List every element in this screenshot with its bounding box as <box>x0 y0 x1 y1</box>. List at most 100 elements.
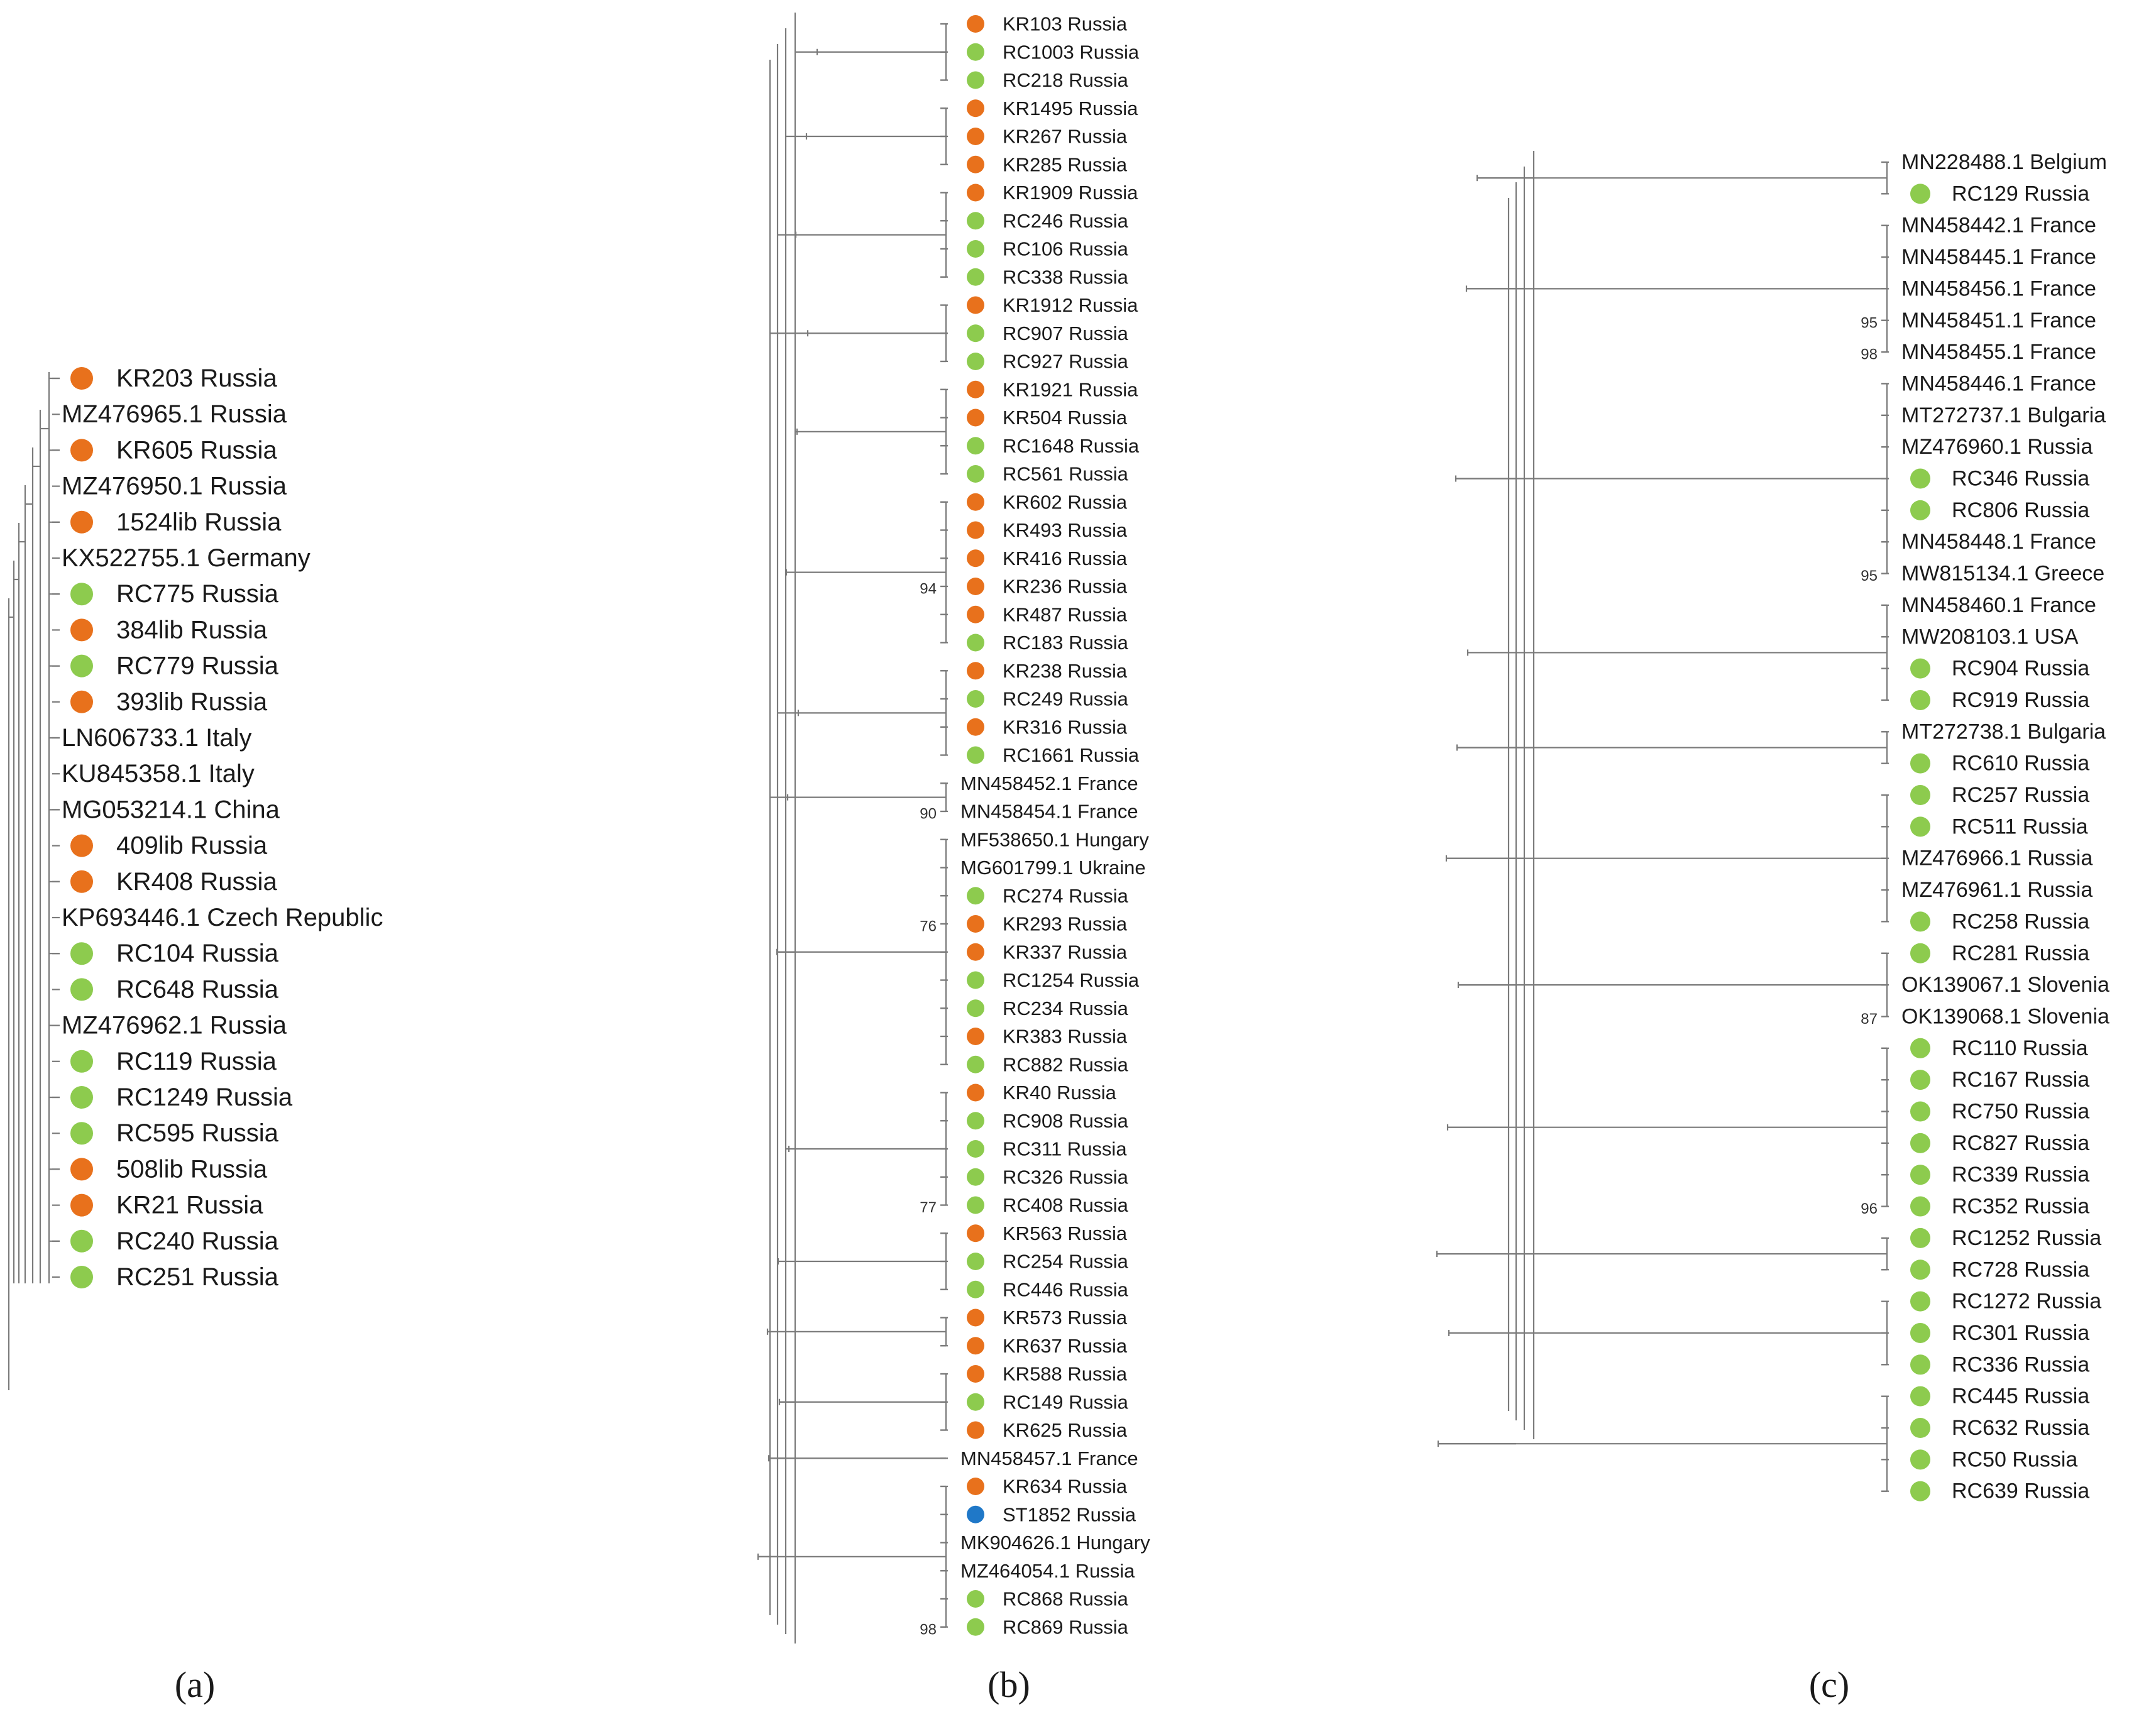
rc-marker-dot <box>967 71 984 89</box>
leaf-label: MZ476965.1 Russia <box>62 400 287 428</box>
leaf-label: KR573 Russia <box>1003 1307 1128 1329</box>
leaf-label: RC338 Russia <box>1003 266 1129 288</box>
panel-b-caption: (b) <box>987 1664 1030 1705</box>
leaf-label: RC249 Russia <box>1003 688 1129 710</box>
leaf-label: RC183 Russia <box>1003 632 1129 654</box>
leaf-label: RC561 Russia <box>1003 463 1129 485</box>
kr-marker-dot <box>967 605 984 623</box>
leaf-label: KU845358.1 Italy <box>62 760 255 787</box>
leaf-label: 1524lib Russia <box>116 508 282 536</box>
leaf-label: 409lib Russia <box>116 832 268 860</box>
panel-c-caption: (c) <box>1809 1664 1849 1705</box>
leaf-label: KP693446.1 Czech Republic <box>62 904 383 931</box>
leaf-label: KR337 Russia <box>1003 941 1128 963</box>
leaf-label: MZ476950.1 Russia <box>62 473 287 500</box>
kr-marker-dot <box>70 1193 93 1217</box>
leaf-label: RC311 Russia <box>1003 1138 1127 1160</box>
leaf-label: RC408 Russia <box>1003 1194 1129 1216</box>
leaf-label: RC779 Russia <box>116 652 279 680</box>
leaf-label: MT272738.1 Bulgaria <box>1901 720 2106 744</box>
leaf-label: RC1249 Russia <box>116 1084 293 1111</box>
rc-marker-dot <box>1910 816 1930 837</box>
kr-marker-dot <box>967 1028 984 1045</box>
rc-marker-dot <box>1910 1133 1930 1153</box>
leaf-label: MW815134.1 Greece <box>1901 562 2104 586</box>
bootstrap-value: 90 <box>920 806 937 823</box>
leaf-label: MN458451.1 France <box>1901 309 2096 332</box>
rc-marker-dot <box>70 583 93 606</box>
kr-marker-dot <box>967 296 984 314</box>
leaf-label: KR1495 Russia <box>1003 97 1138 119</box>
leaf-label: RC50 Russia <box>1952 1447 2077 1471</box>
rc-marker-dot <box>1910 1386 1930 1407</box>
leaf-label: MN458446.1 France <box>1901 371 2096 395</box>
leaf-label: MZ476966.1 Russia <box>1901 847 2093 870</box>
rc-marker-dot <box>967 1112 984 1130</box>
leaf-label: RC301 Russia <box>1952 1321 2089 1345</box>
kr-marker-dot <box>70 439 93 462</box>
rc-marker-dot <box>1910 1259 1930 1280</box>
leaf-label: RC240 Russia <box>116 1227 279 1255</box>
rc-marker-dot <box>1910 689 1930 710</box>
kr-marker-dot <box>967 1309 984 1327</box>
bootstrap-value: 98 <box>920 1621 937 1638</box>
rc-marker-dot <box>1910 1481 1930 1501</box>
leaf-label: KR203 Russia <box>116 365 277 392</box>
leaf-label: RC511 Russia <box>1952 815 2088 838</box>
leaf-label: RC326 Russia <box>1003 1166 1129 1188</box>
leaf-label: RC446 Russia <box>1003 1278 1129 1300</box>
rc-marker-dot <box>967 353 984 370</box>
bootstrap-value: 96 <box>1861 1200 1878 1217</box>
rc-marker-dot <box>967 634 984 652</box>
rc-marker-dot <box>967 1253 984 1270</box>
leaf-label: RC274 Russia <box>1003 885 1129 907</box>
leaf-label: OK139067.1 Slovenia <box>1901 973 2109 997</box>
leaf-label: RC352 Russia <box>1952 1195 2089 1219</box>
leaf-label: RC775 Russia <box>116 580 279 608</box>
leaf-label: RC251 Russia <box>116 1263 279 1291</box>
leaf-label: MN458442.1 France <box>1901 214 2096 238</box>
leaf-label: KR236 Russia <box>1003 576 1128 598</box>
leaf-label: KR1912 Russia <box>1003 294 1138 316</box>
leaf-label: KR1921 Russia <box>1003 378 1138 400</box>
kr-marker-dot <box>967 493 984 511</box>
leaf-label: MZ464054.1 Russia <box>960 1560 1135 1582</box>
bootstrap-value: 98 <box>1861 346 1878 363</box>
leaf-label: RC1252 Russia <box>1952 1226 2101 1250</box>
st-marker-dot <box>967 1505 984 1523</box>
leaf-label: MW208103.1 USA <box>1901 625 2079 649</box>
panel-c-tree: MN228488.1 Belgium RC129 Russia MN458442.1… <box>1436 150 2109 1503</box>
leaf-label: RC346 Russia <box>1952 467 2089 491</box>
rc-marker-dot <box>1910 785 1930 805</box>
bootstrap-value: 95 <box>1861 568 1878 584</box>
panel-a-caption: (a) <box>175 1664 215 1705</box>
leaf-label: RC1272 Russia <box>1952 1290 2101 1314</box>
kr-marker-dot <box>967 1224 984 1243</box>
leaf-label: MN458457.1 France <box>960 1447 1138 1469</box>
rc-marker-dot <box>1910 943 1930 963</box>
rc-marker-dot <box>967 324 984 343</box>
leaf-label: RC218 Russia <box>1003 69 1129 91</box>
leaf-label: KR285 Russia <box>1003 153 1128 175</box>
leaf-label: MN458454.1 France <box>960 801 1138 823</box>
leaf-label: KR293 Russia <box>1003 913 1128 935</box>
leaf-label: LN606733.1 Italy <box>62 724 251 752</box>
leaf-label: RC595 Russia <box>116 1119 279 1147</box>
kr-marker-dot <box>967 1365 984 1383</box>
leaf-label: MN228488.1 Belgium <box>1901 150 2107 174</box>
leaf-label: RC281 Russia <box>1952 941 2089 965</box>
rc-marker-dot <box>70 1122 93 1145</box>
rc-marker-dot <box>967 1280 984 1298</box>
kr-marker-dot <box>70 690 93 713</box>
leaf-label: KR563 Russia <box>1003 1222 1128 1244</box>
kr-marker-dot <box>70 618 93 642</box>
leaf-label: KR588 Russia <box>1003 1363 1128 1385</box>
rc-marker-dot <box>967 999 984 1018</box>
leaf-label: RC728 Russia <box>1952 1258 2089 1281</box>
leaf-label: MT272737.1 Bulgaria <box>1901 403 2106 427</box>
leaf-label: 508lib Russia <box>116 1155 268 1183</box>
panel-b-tree: KR103 Russia RC1003 Russia RC218 Russia KR1… <box>757 13 1150 1643</box>
kr-marker-dot <box>967 128 984 145</box>
bootstrap-value: 76 <box>920 918 937 935</box>
leaf-label: KR416 Russia <box>1003 547 1128 569</box>
